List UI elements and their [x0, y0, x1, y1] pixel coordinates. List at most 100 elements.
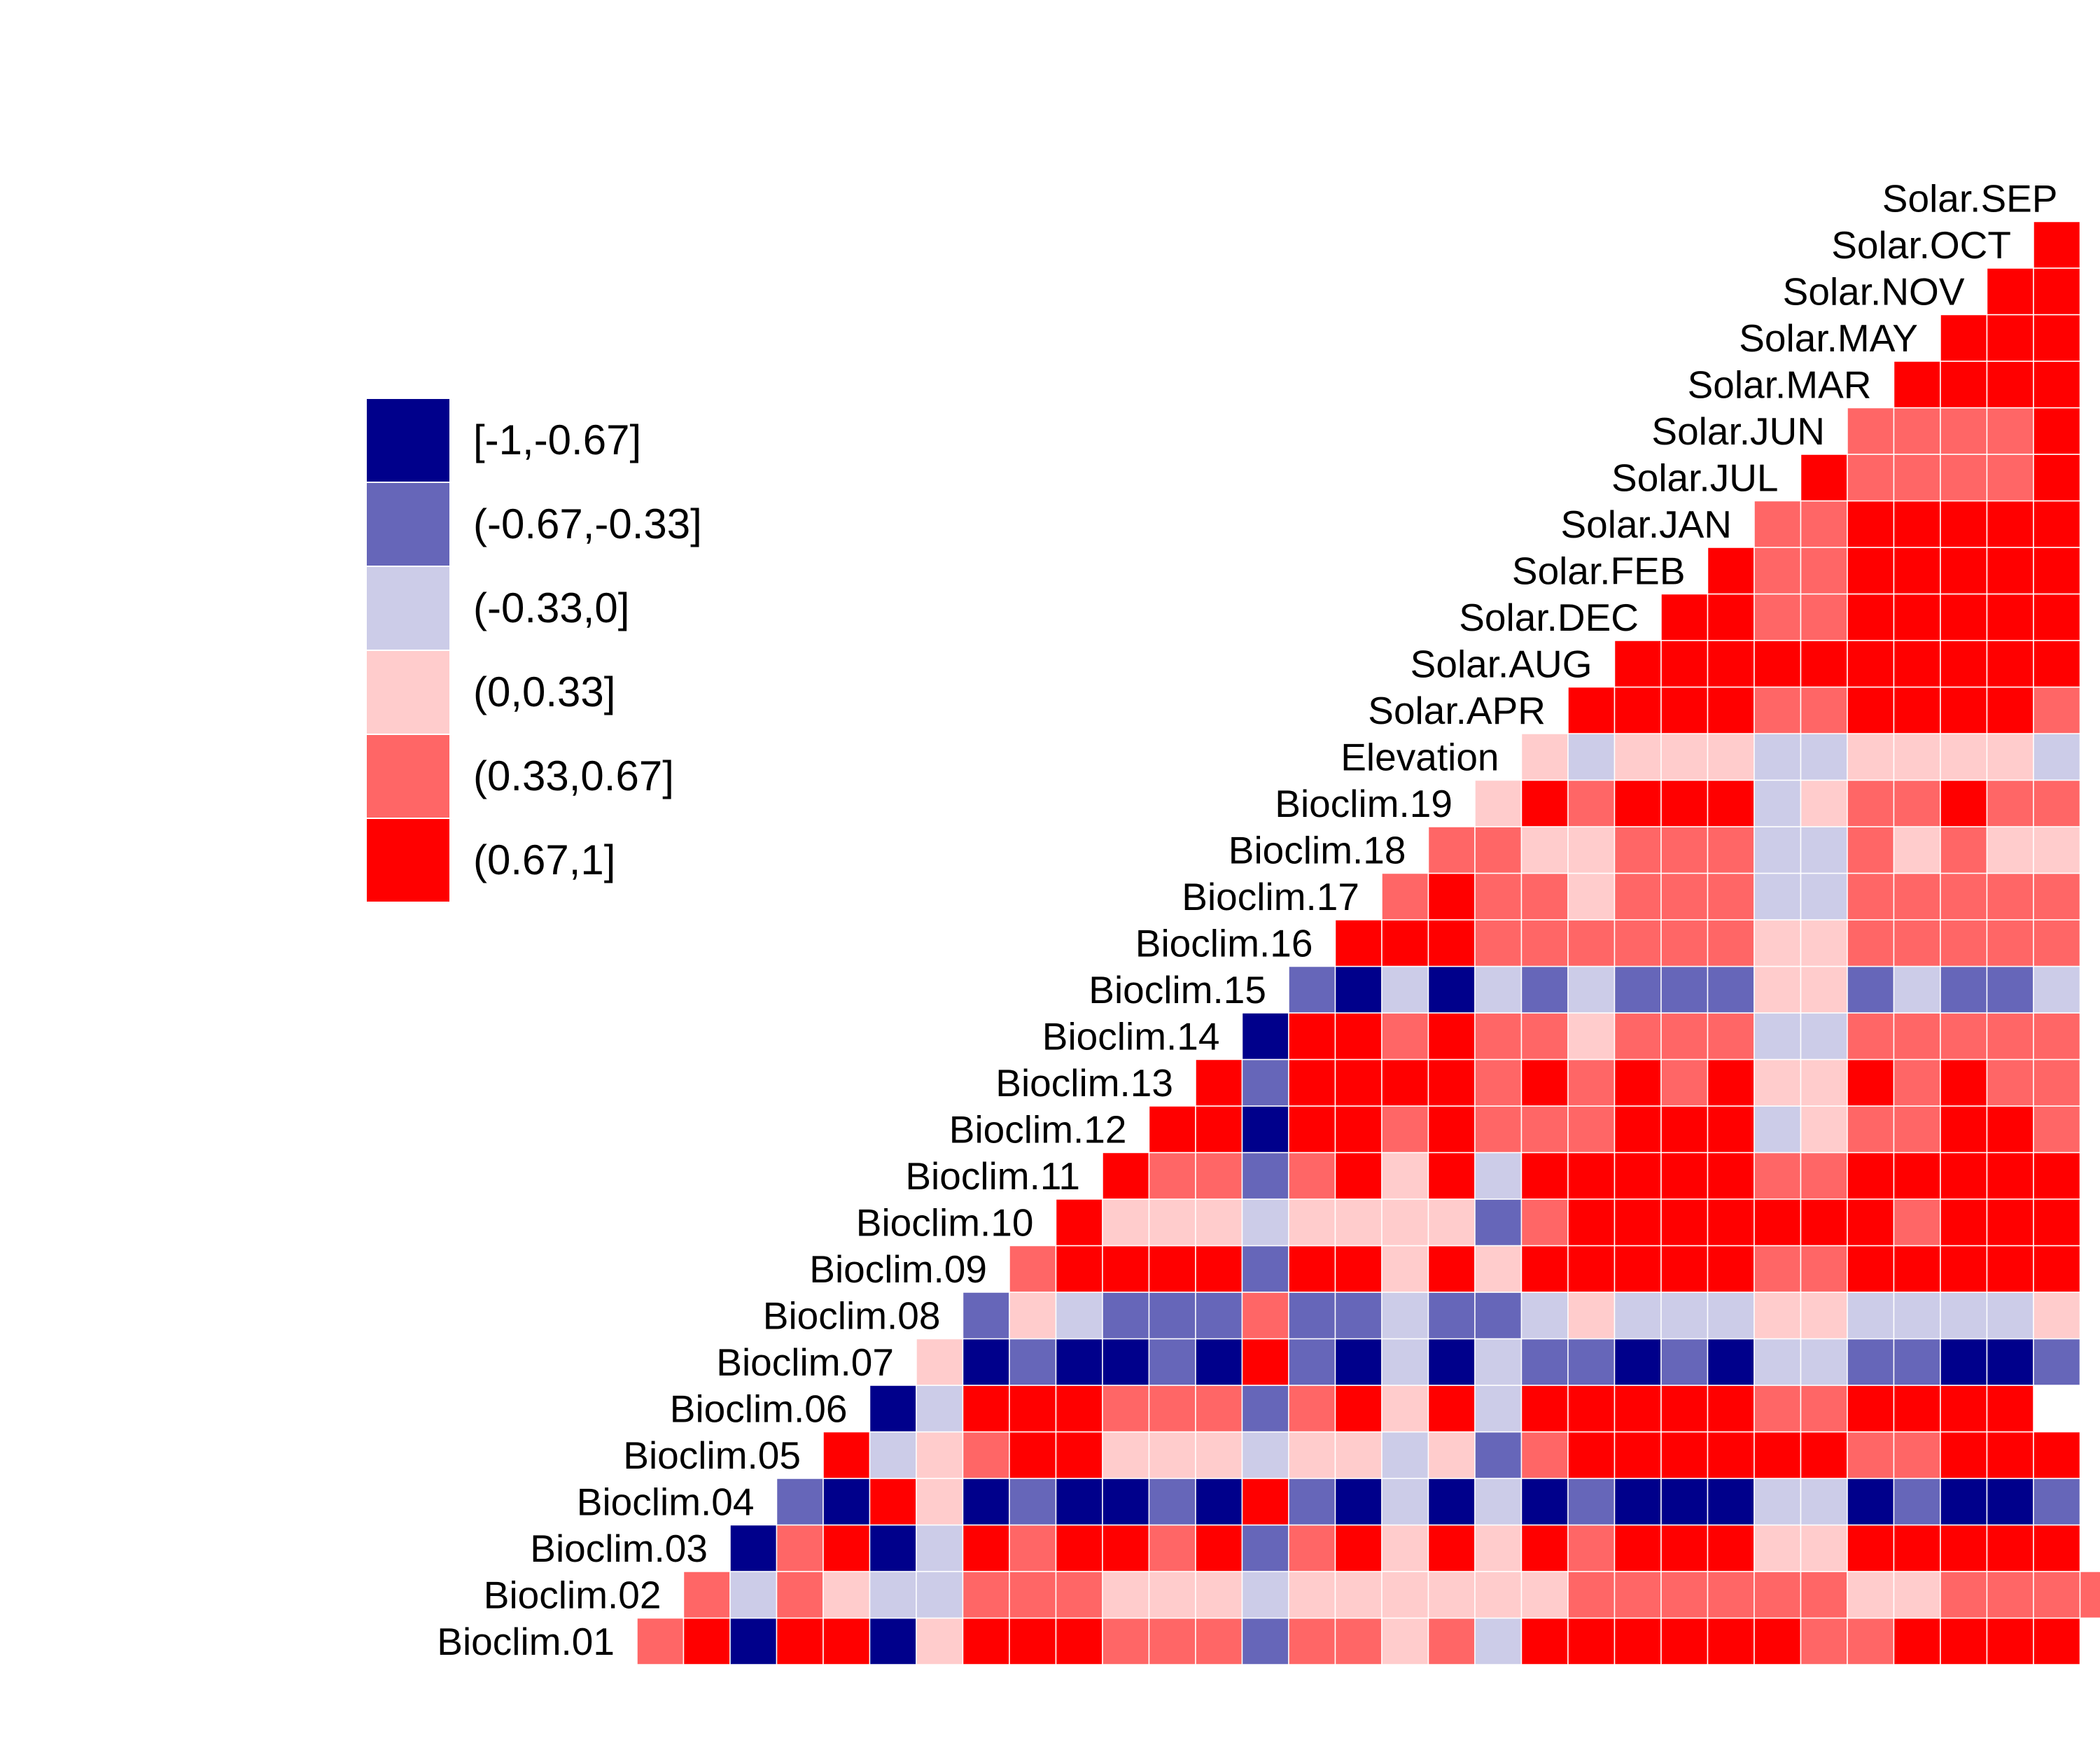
heatmap-cell: [1986, 1292, 2034, 1340]
heatmap-cell: [1847, 1617, 1895, 1665]
heatmap-cell: [1567, 733, 1616, 781]
heatmap-cell: [1660, 686, 1709, 734]
variable-label: Solar.AUG: [1410, 643, 1592, 686]
heatmap-cell: [1800, 919, 1848, 967]
variable-label: Bioclim.01: [437, 1620, 615, 1663]
heatmap-cell: [1241, 1058, 1289, 1107]
heatmap-cell: [1754, 500, 1802, 548]
heatmap-cell: [1754, 1524, 1802, 1572]
heatmap-cell: [1520, 1571, 1569, 1619]
heatmap-cell: [1800, 1058, 1848, 1107]
heatmap-cell: [1567, 1617, 1616, 1665]
heatmap-cell: [1520, 1012, 1569, 1060]
heatmap-cell: [1009, 1571, 1057, 1619]
heatmap-cell: [1707, 1105, 1755, 1154]
heatmap-cell: [1195, 1617, 1243, 1665]
variable-label: Solar.JAN: [1560, 503, 1732, 546]
heatmap-cell: [1195, 1478, 1243, 1526]
heatmap-cell: [1334, 1571, 1382, 1619]
heatmap-cell: [1800, 1478, 1848, 1526]
heatmap-cell: [1614, 1524, 1662, 1572]
variable-label: Bioclim.18: [1228, 829, 1406, 872]
heatmap-cell: [1102, 1385, 1150, 1433]
heatmap-cell: [1986, 1478, 2034, 1526]
heatmap-cell: [1474, 1292, 1522, 1340]
variable-label: Solar.JUN: [1651, 410, 1825, 453]
heatmap-cell: [1334, 1012, 1382, 1060]
heatmap-cell: [1893, 547, 1941, 595]
heatmap-cell: [1288, 1198, 1336, 1247]
heatmap-cell: [1707, 1245, 1755, 1293]
heatmap-cell: [2033, 1524, 2081, 1572]
heatmap-cell: [1102, 1524, 1150, 1572]
heatmap-cell: [1940, 1571, 1988, 1619]
heatmap-cell: [1381, 1571, 1429, 1619]
heatmap-cell: [1520, 1385, 1569, 1433]
heatmap-cell: [1986, 1385, 2034, 1433]
heatmap-cell: [1288, 1571, 1336, 1619]
heatmap-cell: [1614, 1058, 1662, 1107]
heatmap-cell: [1614, 686, 1662, 734]
heatmap-cell: [1288, 965, 1336, 1014]
heatmap-cell: [1707, 1338, 1755, 1386]
heatmap-cell: [1660, 1012, 1709, 1060]
heatmap-cell: [1102, 1292, 1150, 1340]
heatmap-cell: [1893, 872, 1941, 920]
heatmap-cell: [1893, 1571, 1941, 1619]
heatmap-cell: [1520, 1152, 1569, 1200]
heatmap-cell: [2033, 779, 2081, 827]
legend-label: [-1,-0.67]: [473, 416, 642, 463]
variable-label: Bioclim.19: [1275, 782, 1452, 825]
heatmap-cell: [1986, 919, 2034, 967]
heatmap-cell: [822, 1478, 871, 1526]
heatmap-cell: [1195, 1431, 1243, 1479]
heatmap-cell: [1986, 1571, 2034, 1619]
heatmap-cell: [1660, 1524, 1709, 1572]
heatmap-cell: [1241, 1617, 1289, 1665]
heatmap-cell: [1707, 872, 1755, 920]
heatmap-cell: [1847, 1012, 1895, 1060]
heatmap-cell: [1940, 1152, 1988, 1200]
legend-swatch: [367, 483, 449, 566]
heatmap-cell: [1474, 1431, 1522, 1479]
variable-label: Bioclim.12: [949, 1108, 1127, 1152]
heatmap-cell: [1754, 686, 1802, 734]
heatmap-cell: [1893, 1524, 1941, 1572]
heatmap-cell: [1940, 1385, 1988, 1433]
heatmap-cell: [1800, 965, 1848, 1014]
heatmap-cell: [1660, 1245, 1709, 1293]
heatmap-cell: [1520, 1524, 1569, 1572]
heatmap-cell: [1334, 919, 1382, 967]
heatmap-cell: [1614, 826, 1662, 874]
heatmap-cell: [1520, 1617, 1569, 1665]
heatmap-cell: [1707, 965, 1755, 1014]
heatmap-cell: [1847, 872, 1895, 920]
heatmap-cell: [1754, 1105, 1802, 1154]
heatmap-cell: [1148, 1152, 1196, 1200]
heatmap-cell: [1800, 1292, 1848, 1340]
heatmap-cell: [1707, 1478, 1755, 1526]
heatmap-cell: [1381, 872, 1429, 920]
heatmap-cell: [1940, 1524, 1988, 1572]
heatmap-cell: [1847, 1105, 1895, 1154]
variable-label: Solar.MAY: [1739, 316, 1918, 360]
heatmap-cell: [1660, 1478, 1709, 1526]
heatmap-cell: [1847, 733, 1895, 781]
heatmap-cell: [1148, 1292, 1196, 1340]
heatmap-cell: [2033, 220, 2081, 269]
heatmap-cell: [1381, 1152, 1429, 1200]
heatmap-cell: [1288, 1152, 1336, 1200]
heatmap-cell: [1195, 1058, 1243, 1107]
heatmap-cell: [682, 1571, 731, 1619]
heatmap-cell: [1893, 454, 1941, 502]
heatmap-cell: [1567, 1058, 1616, 1107]
heatmap-cell: [1986, 1105, 2034, 1154]
heatmap-cell: [962, 1385, 1010, 1433]
heatmap-cell: [1567, 1338, 1616, 1386]
heatmap-cell: [1520, 1198, 1569, 1247]
variable-label: Solar.FEB: [1512, 550, 1686, 593]
heatmap-cell: [1707, 1431, 1755, 1479]
heatmap-cell: [1847, 779, 1895, 827]
legend-swatch: [367, 567, 449, 650]
heatmap-cell: [1847, 1338, 1895, 1386]
